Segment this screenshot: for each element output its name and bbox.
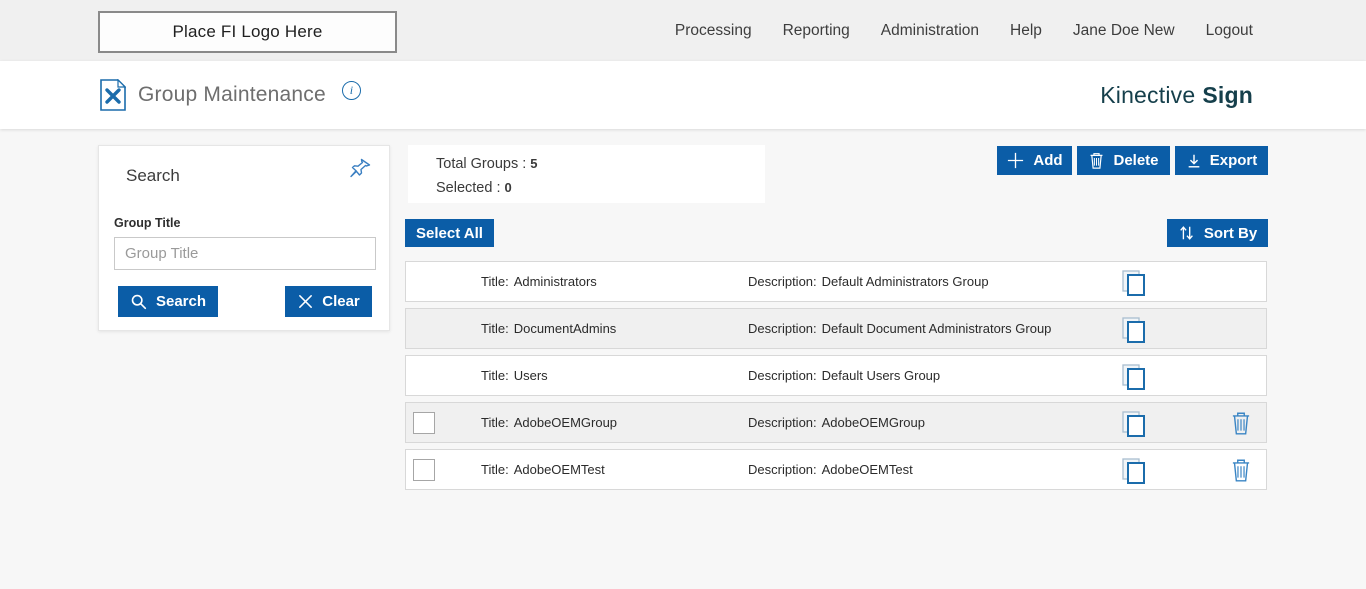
row-title-cell: Title: AdobeOEMGroup [481,403,617,442]
group-title-input[interactable] [114,237,376,270]
row-title-cell: Title: Users [481,356,548,395]
row-description-value: Default Users Group [821,368,941,383]
nav-processing[interactable]: Processing [674,21,752,39]
nav-user-name[interactable]: Jane Doe New [1072,21,1175,39]
copy-icon[interactable] [1120,457,1148,485]
brand-logo: Kinective Sign [1100,61,1253,129]
row-delete-icon[interactable] [1230,457,1252,483]
row-title-cell: Title: AdobeOEMTest [481,450,605,489]
row-title-label: Title: [481,321,509,336]
total-groups-line: Total Groups : 5 [436,156,538,172]
row-description-label: Description: [748,321,817,336]
row-checkbox[interactable] [413,412,435,434]
top-header-bar: Place FI Logo Here Processing Reporting … [0,0,1366,61]
table-row: Title: Administrators Description: Defau… [405,261,1267,302]
sort-by-label: Sort By [1203,224,1258,242]
export-button-label: Export [1209,152,1258,169]
row-description-value: AdobeOEMGroup [821,415,925,430]
top-navigation: Processing Reporting Administration Help… [675,0,1253,61]
trash-icon [1088,151,1105,170]
row-description-cell: Description: Default Users Group [748,356,940,395]
select-all-button[interactable]: Select All [405,219,494,247]
row-description-label: Description: [748,368,817,383]
row-description-label: Description: [748,274,817,289]
brand-regular: Kinective [1100,81,1196,108]
selected-label: Selected : [436,180,501,196]
clear-button[interactable]: Clear [285,286,372,317]
copy-icon[interactable] [1120,363,1148,391]
row-title-value: Administrators [513,274,597,289]
row-description-value: Default Document Administrators Group [821,321,1052,336]
page-title: Group Maintenance [138,83,326,106]
row-description-value: Default Administrators Group [821,274,989,289]
total-groups-label: Total Groups : [436,156,527,172]
search-icon [130,293,148,311]
row-title-label: Title: [481,415,509,430]
info-icon[interactable]: i [341,80,361,100]
row-description-value: AdobeOEMTest [821,462,913,477]
selected-line: Selected : 0 [436,180,512,196]
row-delete-icon[interactable] [1230,410,1252,436]
brand-bold: Sign [1202,81,1253,108]
download-icon [1186,153,1202,169]
row-title-value: DocumentAdmins [513,321,617,336]
row-description-label: Description: [748,415,817,430]
row-description-cell: Description: AdobeOEMGroup [748,403,925,442]
row-title-value: Users [513,368,548,383]
nav-help[interactable]: Help [1010,21,1042,39]
selected-value: 0 [504,180,512,195]
row-title-value: AdobeOEMGroup [513,415,618,430]
row-title-cell: Title: DocumentAdmins [481,309,616,348]
row-title-value: AdobeOEMTest [513,462,605,477]
clear-x-icon [297,293,314,310]
group-list: Title: Administrators Description: Defau… [405,261,1267,496]
summary-panel: Total Groups : 5 Selected : 0 [408,145,765,203]
search-panel-title: Search [126,166,180,185]
add-button[interactable]: Add [997,146,1072,175]
row-description-cell: Description: Default Administrators Grou… [748,262,989,301]
search-button-label: Search [155,293,207,310]
select-all-label: Select All [416,224,483,242]
copy-icon[interactable] [1120,316,1148,344]
sort-by-button[interactable]: Sort By [1167,219,1268,247]
row-description-cell: Description: AdobeOEMTest [748,450,913,489]
row-title-cell: Title: Administrators [481,262,597,301]
export-button[interactable]: Export [1175,146,1268,175]
table-row: Title: AdobeOEMTest Description: AdobeOE… [405,449,1267,490]
row-title-label: Title: [481,274,509,289]
add-button-label: Add [1033,152,1063,169]
page-title-bar: Group Maintenance i Kinective Sign [0,61,1366,129]
search-button[interactable]: Search [118,286,218,317]
copy-icon[interactable] [1120,269,1148,297]
search-panel: Search Group Title Search Clear [98,145,390,331]
row-description-label: Description: [748,462,817,477]
table-row: Title: DocumentAdmins Description: Defau… [405,308,1267,349]
sort-arrows-icon [1178,224,1196,242]
pin-icon[interactable] [347,156,373,182]
copy-icon[interactable] [1120,410,1148,438]
nav-administration[interactable]: Administration [880,21,980,39]
plus-icon [1006,151,1025,170]
row-description-cell: Description: Default Document Administra… [748,309,1051,348]
group-title-label: Group Title [114,216,181,230]
nav-reporting[interactable]: Reporting [782,21,850,39]
clear-button-label: Clear [322,293,360,310]
delete-button[interactable]: Delete [1077,146,1170,175]
fi-logo-text: Place FI Logo Here [172,22,323,41]
table-row: Title: AdobeOEMGroup Description: AdobeO… [405,402,1267,443]
group-maintenance-icon [100,79,126,111]
nav-logout[interactable]: Logout [1205,21,1253,39]
fi-logo-placeholder: Place FI Logo Here [98,11,397,53]
row-title-label: Title: [481,368,509,383]
total-groups-value: 5 [530,156,538,171]
table-row: Title: Users Description: Default Users … [405,355,1267,396]
row-checkbox[interactable] [413,459,435,481]
delete-button-label: Delete [1113,152,1159,169]
page-title-group: Group Maintenance i [100,61,361,129]
row-title-label: Title: [481,462,509,477]
